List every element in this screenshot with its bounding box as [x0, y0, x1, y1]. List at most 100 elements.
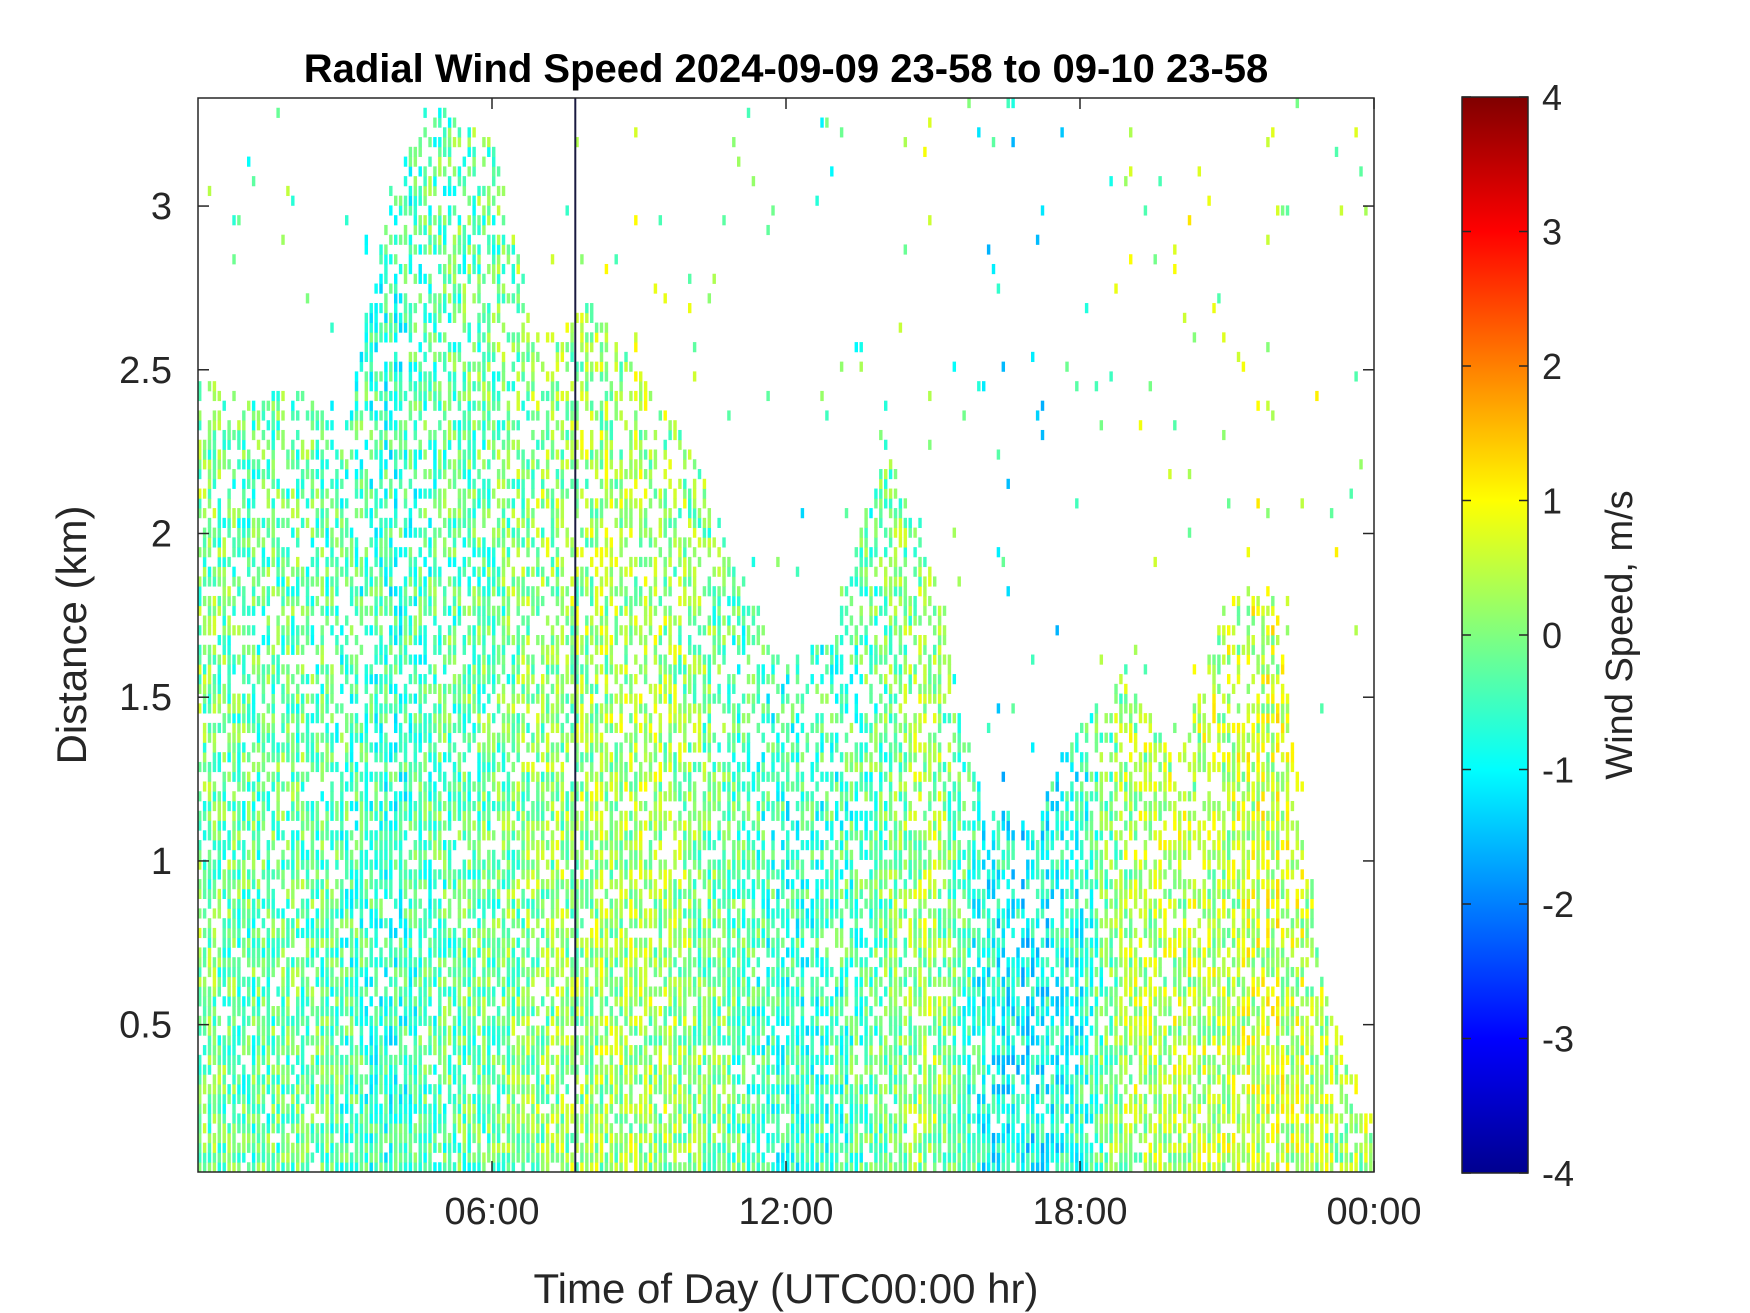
heatmap-cell — [452, 840, 457, 851]
heatmap-cell — [467, 234, 471, 245]
heatmap-cell — [374, 381, 378, 392]
heatmap-cell — [516, 693, 520, 704]
heatmap-cell — [276, 1152, 280, 1163]
heatmap-cell — [575, 1123, 579, 1134]
heatmap-cell — [389, 800, 393, 812]
heatmap-cell — [364, 547, 369, 558]
heatmap-cell — [207, 644, 212, 655]
heatmap-cell — [565, 996, 569, 1007]
heatmap-cell — [433, 361, 437, 372]
heatmap-cell — [398, 1142, 403, 1153]
heatmap-cell — [207, 1123, 212, 1134]
heatmap-cell — [359, 840, 364, 851]
heatmap-cell — [354, 957, 359, 968]
heatmap-cell — [291, 439, 295, 450]
heatmap-cell — [271, 1113, 275, 1124]
heatmap-cell — [359, 830, 364, 841]
heatmap-cell — [560, 869, 565, 880]
heatmap-cell — [555, 1035, 560, 1046]
heatmap-cell — [242, 547, 246, 558]
heatmap-cell — [364, 508, 369, 519]
heatmap-cell — [310, 898, 315, 909]
heatmap-cell — [413, 429, 418, 441]
heatmap-cell — [384, 752, 388, 763]
heatmap-cell — [310, 732, 315, 743]
heatmap-cell — [256, 644, 261, 655]
heatmap-cell — [198, 859, 202, 870]
heatmap-cell — [305, 615, 310, 626]
heatmap-cell — [438, 800, 442, 812]
heatmap-cell — [418, 595, 422, 607]
heatmap-cell — [477, 1084, 481, 1095]
heatmap-cell — [340, 732, 344, 743]
heatmap-cell — [492, 263, 496, 275]
heatmap-cell — [477, 244, 481, 255]
heatmap-cell — [487, 761, 491, 773]
heatmap-cell — [565, 1142, 569, 1153]
heatmap-cell — [413, 224, 418, 236]
heatmap-cell — [217, 869, 222, 880]
heatmap-cell — [212, 410, 217, 421]
heatmap-cell — [276, 800, 280, 812]
heatmap-cell — [555, 547, 560, 558]
heatmap-cell — [487, 478, 491, 489]
heatmap-cell — [521, 898, 525, 909]
heatmap-cell — [261, 1015, 266, 1026]
heatmap-cell — [281, 635, 285, 646]
heatmap-cell — [433, 898, 437, 909]
heatmap-cell — [496, 429, 501, 441]
heatmap-cell — [247, 976, 251, 987]
heatmap-cell — [398, 312, 403, 323]
heatmap-cell — [251, 400, 256, 411]
heatmap-cell — [271, 947, 275, 958]
heatmap-cell — [541, 927, 545, 939]
heatmap-cell — [310, 556, 315, 568]
heatmap-cell — [266, 849, 271, 860]
heatmap-cell — [487, 810, 491, 821]
heatmap-cell — [379, 1045, 383, 1056]
heatmap-cell — [340, 537, 344, 548]
heatmap-cell — [251, 849, 256, 860]
heatmap-cell — [457, 283, 462, 294]
heatmap-cell — [433, 976, 437, 987]
heatmap-cell — [325, 996, 329, 1007]
heatmap-cell — [207, 1132, 212, 1144]
heatmap-cell — [222, 1093, 226, 1105]
heatmap-cell — [550, 1084, 555, 1095]
heatmap-cell — [492, 1113, 496, 1124]
heatmap-cell — [330, 791, 334, 802]
heatmap-cell — [555, 693, 560, 704]
heatmap-cell — [256, 1035, 261, 1046]
heatmap-cell — [281, 517, 285, 528]
heatmap-cell — [511, 439, 516, 450]
heatmap-cell — [477, 322, 481, 333]
heatmap-cell — [536, 586, 540, 597]
heatmap-cell — [501, 547, 506, 558]
heatmap-cell — [310, 693, 315, 704]
heatmap-cell — [325, 888, 329, 900]
heatmap-cell — [398, 820, 403, 831]
heatmap-cell — [555, 576, 560, 587]
heatmap-cell — [266, 771, 271, 782]
heatmap-cell — [482, 644, 486, 655]
heatmap-cell — [467, 1103, 471, 1114]
heatmap-cell — [364, 400, 369, 411]
heatmap-cell — [256, 771, 261, 782]
heatmap-cell — [501, 820, 506, 831]
heatmap-cell — [418, 761, 422, 773]
heatmap-cell — [526, 674, 530, 685]
heatmap-cell — [487, 263, 491, 275]
heatmap-cell — [394, 420, 398, 431]
heatmap-cell — [310, 1132, 315, 1144]
heatmap-cell — [521, 371, 525, 382]
heatmap-cell — [315, 576, 320, 587]
heatmap-cell — [443, 957, 447, 968]
heatmap-cell — [418, 586, 422, 597]
heatmap-cell — [472, 205, 476, 216]
heatmap-cell — [443, 400, 447, 411]
heatmap-cell — [364, 1132, 369, 1144]
heatmap-cell — [251, 654, 256, 665]
heatmap-cell — [300, 927, 305, 939]
heatmap-cell — [570, 810, 574, 821]
heatmap-cell — [389, 1025, 393, 1036]
